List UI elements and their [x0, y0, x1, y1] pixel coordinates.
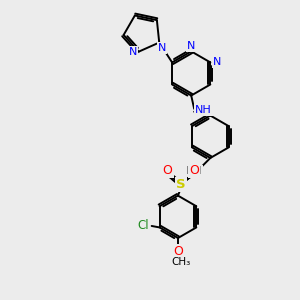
Text: CH₃: CH₃	[171, 257, 190, 268]
Text: O: O	[173, 245, 183, 258]
Text: HN: HN	[186, 166, 202, 176]
Text: O: O	[163, 164, 172, 177]
Text: N: N	[213, 57, 221, 68]
Text: Cl: Cl	[138, 220, 149, 232]
Text: O: O	[189, 164, 199, 177]
Text: N: N	[187, 41, 195, 51]
Text: N: N	[129, 47, 138, 57]
Text: N: N	[158, 43, 166, 53]
Text: NH: NH	[195, 105, 212, 115]
Text: S: S	[176, 178, 186, 191]
